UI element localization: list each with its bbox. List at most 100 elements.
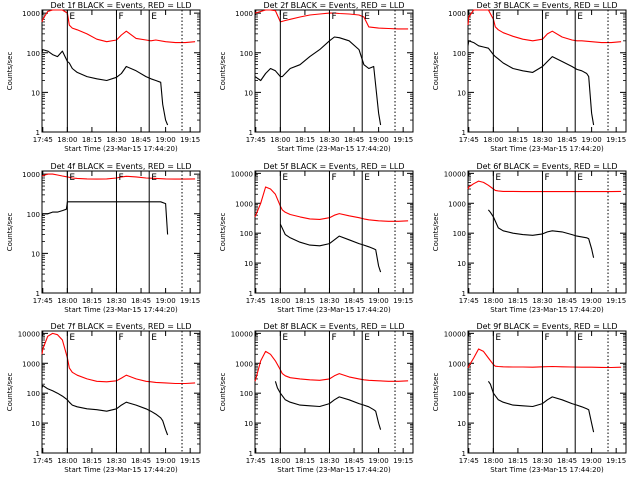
y-axis-label: Counts/sec bbox=[219, 213, 227, 252]
y-tick-label: 10 bbox=[244, 420, 253, 428]
plot-frame bbox=[41, 9, 201, 133]
y-axis-label: Counts/sec bbox=[432, 52, 440, 91]
x-tick-label: 18:15 bbox=[295, 136, 315, 144]
x-tick-label: 18:15 bbox=[82, 457, 102, 465]
state-marker-label: F bbox=[331, 12, 336, 22]
y-tick-label: 100 bbox=[453, 230, 466, 238]
chart-panel-6: Det 6f BLACK = Events, RED = LLD 1 10 100 10… bbox=[432, 162, 627, 314]
x-tick-label: 18:30 bbox=[319, 457, 339, 465]
state-marker-label: E bbox=[282, 173, 288, 183]
y-tick-label: 1000 bbox=[235, 10, 253, 18]
series-line-lld bbox=[467, 180, 622, 193]
state-marker-label: E bbox=[577, 173, 583, 183]
panel-title: Det 8f BLACK = Events, RED = LLD bbox=[263, 322, 404, 331]
panel-title: Det 4f BLACK = Events, RED = LLD bbox=[50, 162, 191, 171]
panel-title: Det 1f BLACK = Events, RED = LLD bbox=[50, 1, 191, 10]
y-tick-label: 10 bbox=[457, 260, 466, 268]
state-marker-label: E bbox=[364, 333, 370, 343]
y-tick-label: 100 bbox=[27, 50, 40, 58]
state-marker-label: F bbox=[331, 333, 336, 343]
state-marker-label: E bbox=[69, 173, 75, 183]
plot-frame bbox=[467, 330, 627, 454]
y-tick-label: 1 bbox=[36, 129, 40, 137]
state-marker-label: F bbox=[544, 333, 549, 343]
panel-title: Det 3f BLACK = Events, RED = LLD bbox=[476, 1, 617, 10]
y-tick-label: 10 bbox=[31, 420, 40, 428]
state-marker-label: E bbox=[364, 173, 370, 183]
y-axis-label: Counts/sec bbox=[6, 52, 14, 91]
series-line-lld bbox=[254, 350, 409, 382]
y-tick-label: 10000 bbox=[444, 170, 466, 178]
series-line-events bbox=[467, 40, 595, 126]
y-tick-label: 1000 bbox=[22, 10, 40, 18]
y-tick-label: 1 bbox=[462, 450, 466, 458]
panel-title: Det 2f BLACK = Events, RED = LLD bbox=[263, 1, 404, 10]
x-tick-label: 18:45 bbox=[344, 457, 364, 465]
state-marker-label: E bbox=[151, 333, 157, 343]
y-tick-label: 1000 bbox=[448, 360, 466, 368]
chart-panel-5: Det 5f BLACK = Events, RED = LLD 1 10 100 10… bbox=[219, 162, 414, 314]
y-tick-label: 1 bbox=[249, 450, 253, 458]
y-tick-label: 1 bbox=[249, 290, 253, 298]
x-tick-label: 19:15 bbox=[393, 136, 413, 144]
y-tick-label: 100 bbox=[240, 230, 253, 238]
x-tick-label: 18:00 bbox=[270, 136, 290, 144]
x-tick-label: 18:00 bbox=[270, 297, 290, 305]
state-marker-label: F bbox=[118, 173, 123, 183]
series-line-lld bbox=[41, 173, 196, 180]
series-line-lld bbox=[254, 186, 409, 222]
x-axis-label: Start Time (23-Mar-15 17:44:20) bbox=[277, 466, 391, 474]
plot-frame bbox=[467, 9, 627, 133]
y-tick-label: 10 bbox=[31, 89, 40, 97]
x-tick-label: 18:15 bbox=[82, 297, 102, 305]
x-tick-label: 18:30 bbox=[319, 136, 339, 144]
x-tick-label: 19:15 bbox=[180, 457, 200, 465]
x-tick-label: 19:00 bbox=[156, 136, 176, 144]
x-tick-label: 19:15 bbox=[393, 457, 413, 465]
state-marker-label: E bbox=[495, 333, 501, 343]
chart-panel-1: Det 1f BLACK = Events, RED = LLD 1 10 100 10… bbox=[6, 1, 201, 153]
x-tick-label: 17:45 bbox=[459, 297, 479, 305]
x-tick-label: 18:45 bbox=[344, 297, 364, 305]
series-line-lld bbox=[41, 332, 196, 385]
y-axis-label: Counts/sec bbox=[6, 213, 14, 252]
series-line-lld bbox=[41, 9, 196, 44]
chart-panel-8: Det 8f BLACK = Events, RED = LLD 1 10 100 10… bbox=[219, 322, 414, 474]
state-marker-label: E bbox=[282, 333, 288, 343]
x-tick-label: 17:45 bbox=[459, 457, 479, 465]
plot-frame bbox=[41, 170, 201, 294]
series-line-lld bbox=[254, 9, 409, 30]
y-tick-label: 10 bbox=[244, 89, 253, 97]
y-tick-label: 10 bbox=[457, 89, 466, 97]
x-axis-label: Start Time (23-Mar-15 17:44:20) bbox=[277, 145, 391, 153]
y-tick-label: 1000 bbox=[22, 360, 40, 368]
x-tick-label: 17:45 bbox=[33, 136, 53, 144]
x-axis-label: Start Time (23-Mar-15 17:44:20) bbox=[64, 145, 178, 153]
x-tick-label: 19:00 bbox=[156, 457, 176, 465]
x-tick-label: 18:30 bbox=[106, 136, 126, 144]
y-tick-label: 1000 bbox=[235, 360, 253, 368]
y-tick-label: 10 bbox=[244, 260, 253, 268]
x-tick-label: 18:45 bbox=[557, 457, 577, 465]
state-marker-label: E bbox=[495, 12, 501, 22]
x-tick-label: 18:00 bbox=[270, 457, 290, 465]
series-line-lld bbox=[467, 9, 622, 44]
x-tick-label: 19:00 bbox=[582, 457, 602, 465]
y-tick-label: 1 bbox=[462, 129, 466, 137]
state-marker-label: E bbox=[577, 333, 583, 343]
y-tick-label: 1000 bbox=[448, 200, 466, 208]
x-tick-label: 18:00 bbox=[57, 457, 77, 465]
state-marker-label: E bbox=[364, 12, 370, 22]
x-tick-label: 18:45 bbox=[344, 136, 364, 144]
state-marker-label: E bbox=[69, 12, 75, 22]
plot-frame bbox=[254, 170, 414, 294]
series-line-events bbox=[41, 49, 169, 126]
x-tick-label: 18:30 bbox=[319, 297, 339, 305]
x-tick-label: 18:15 bbox=[82, 136, 102, 144]
x-tick-label: 18:15 bbox=[508, 136, 528, 144]
x-tick-label: 19:15 bbox=[606, 136, 626, 144]
y-axis-label: Counts/sec bbox=[219, 52, 227, 91]
y-tick-label: 100 bbox=[240, 50, 253, 58]
x-tick-label: 18:30 bbox=[532, 136, 552, 144]
